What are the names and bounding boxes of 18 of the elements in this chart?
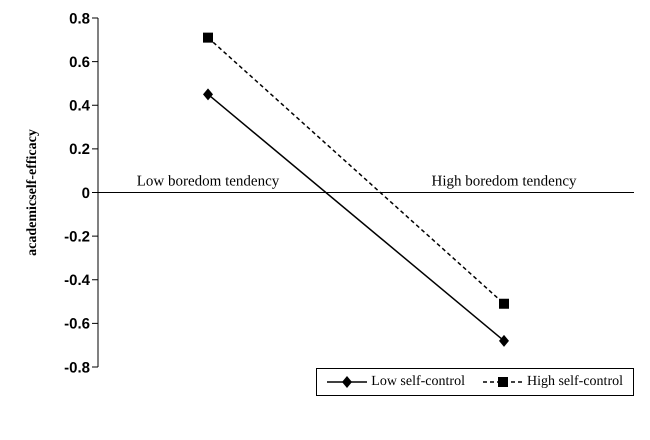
point: [499, 334, 509, 347]
y-tick-label: -0.8: [64, 359, 90, 376]
y-tick-label: 0.4: [69, 98, 91, 115]
y-tick-label: -0.6: [64, 316, 90, 333]
y-tick-label: -0.4: [64, 272, 91, 290]
point: [203, 88, 213, 100]
legend-label: Low self-control: [371, 374, 465, 390]
y-tick-label: 0.8: [69, 10, 90, 28]
y-axis-title: academicself-efficacy: [24, 129, 40, 256]
point: [499, 298, 509, 309]
legend-label: High self-control: [526, 374, 623, 390]
y-tick-label: -0.2: [64, 228, 90, 246]
x-tick-label: High boredom tendency: [432, 174, 577, 190]
y-tick-label: 0.6: [69, 54, 90, 71]
point: [203, 32, 213, 43]
y-tick-label: 0.2: [69, 141, 90, 158]
y-tick-label: 0: [82, 184, 90, 202]
x-tick-label: Low boredom tendency: [136, 174, 280, 190]
